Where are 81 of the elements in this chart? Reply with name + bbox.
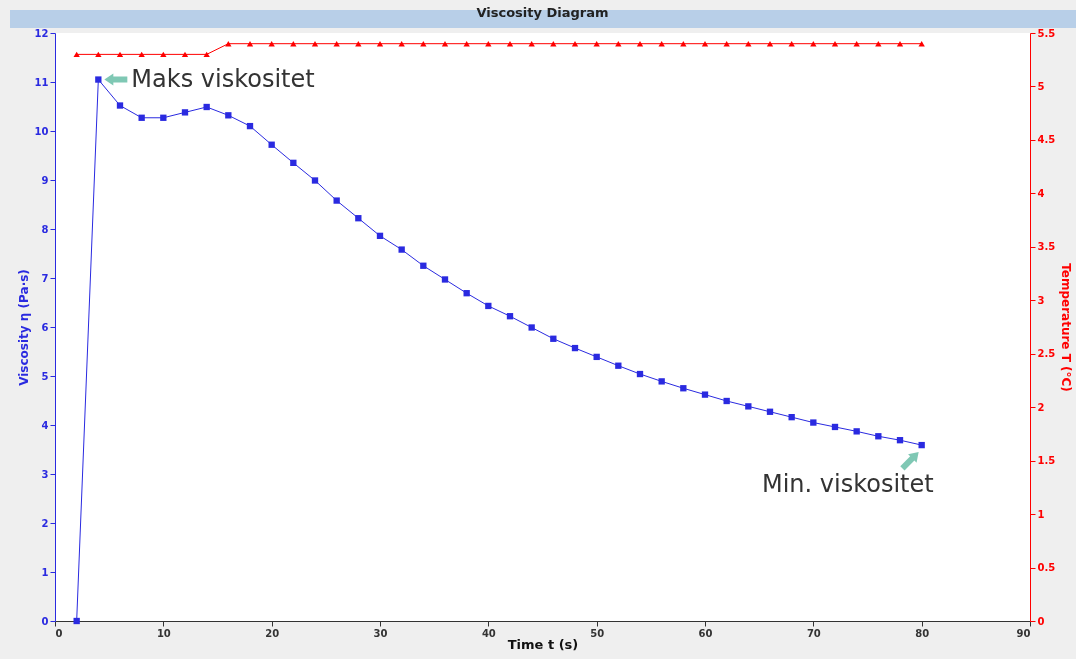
x-axis-title: Time t (s) [507, 636, 579, 652]
x-tick-label: 0 [55, 627, 63, 639]
y2-tick-label: 1.5 [1037, 455, 1056, 467]
y2-tick-label: 4 [1037, 187, 1045, 199]
point [138, 114, 145, 121]
y-tick-label: 9 [41, 174, 49, 186]
y2-tick-label: 5.5 [1037, 27, 1056, 39]
y-tick-label: 0 [41, 615, 49, 627]
point [463, 290, 470, 297]
x-tick-label: 20 [265, 627, 280, 639]
point [680, 385, 687, 392]
point [701, 391, 709, 398]
point [918, 441, 925, 449]
y-tick-label: 8 [41, 223, 49, 235]
y2-tick-label: 0.5 [1037, 562, 1056, 574]
point [636, 370, 644, 378]
x-tick-label: 40 [481, 627, 496, 639]
point [896, 437, 904, 444]
y2-tick-label: 4.5 [1037, 134, 1056, 146]
point [766, 408, 774, 415]
y2-tick-label: 1 [1037, 508, 1045, 520]
y-axis-title: Viscosity η (Pa·s) [16, 269, 31, 386]
y2-tick-label: 2.5 [1037, 348, 1056, 360]
y-tick-label: 6 [41, 321, 49, 333]
point [203, 103, 210, 111]
point [658, 378, 665, 385]
y-tick-label: 12 [34, 27, 49, 39]
point [831, 423, 839, 431]
point [355, 215, 362, 222]
annotation: Min. viskositet [761, 470, 934, 499]
point [420, 262, 427, 269]
point [853, 428, 860, 435]
point [95, 76, 102, 83]
point [593, 353, 600, 361]
y-tick-label: 10 [34, 125, 49, 137]
chart-title: Viscosity Diagram [476, 5, 609, 20]
y-tick-label: 1 [41, 566, 49, 578]
point [745, 403, 752, 410]
y2-tick-label: 3.5 [1037, 241, 1056, 253]
point [485, 302, 492, 310]
point [290, 159, 297, 167]
point [116, 102, 124, 109]
y2-tick-label: 2 [1037, 401, 1045, 413]
point [506, 313, 514, 320]
y2-axis-title: Temperature T (°C) [1059, 263, 1074, 392]
x-tick-label: 70 [806, 627, 821, 639]
annotation: Maks viskositet [131, 64, 315, 93]
y-tick-label: 2 [41, 517, 49, 529]
point [225, 112, 232, 119]
x-tick-label: 80 [915, 627, 930, 639]
y2-tick-label: 0 [1037, 615, 1045, 627]
point [376, 232, 384, 240]
x-tick-label: 30 [373, 627, 388, 639]
point [160, 114, 167, 121]
x-tick-label: 10 [156, 627, 171, 639]
point [875, 433, 882, 440]
y-tick-label: 11 [34, 76, 49, 88]
x-tick-label: 50 [590, 627, 605, 639]
point [615, 362, 622, 369]
point [246, 122, 254, 130]
point [441, 276, 449, 283]
point [73, 617, 80, 625]
point [810, 419, 817, 426]
y2-tick-label: 3 [1037, 294, 1045, 306]
y-tick-label: 4 [41, 419, 49, 431]
point [311, 177, 319, 184]
point [550, 335, 557, 342]
point [398, 246, 405, 253]
point [333, 197, 340, 204]
point [788, 414, 795, 421]
point [181, 109, 189, 116]
y-tick-label: 5 [41, 370, 49, 382]
y-tick-label: 7 [41, 272, 49, 284]
point [723, 397, 730, 405]
point [268, 141, 275, 148]
x-tick-label: 90 [1016, 627, 1031, 639]
point [528, 324, 535, 331]
point [571, 344, 579, 352]
y-tick-label: 3 [41, 468, 49, 480]
x-tick-label: 60 [698, 627, 713, 639]
y2-tick-label: 5 [1037, 80, 1045, 92]
